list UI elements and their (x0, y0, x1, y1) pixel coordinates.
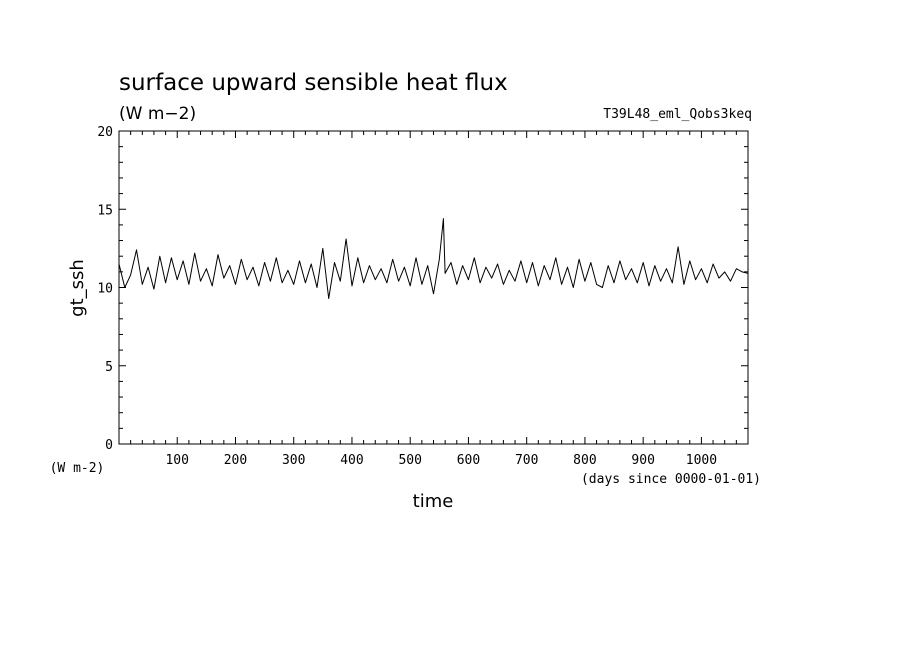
ticks-layer (119, 131, 748, 444)
series-layer (118, 218, 749, 299)
y-tick-label: 5 (105, 360, 113, 375)
series-line (118, 218, 749, 299)
x-tick-label: 400 (340, 453, 363, 468)
x-tick-label: 200 (224, 453, 247, 468)
x-tick-label: 1000 (686, 453, 717, 468)
y-tick-label: 10 (97, 282, 113, 297)
x-tick-label: 600 (457, 453, 480, 468)
x-axis-units: (days since 0000-01-01) (581, 472, 761, 487)
x-tick-label: 500 (398, 453, 421, 468)
run-label: T39L48_eml_Qobs3keq (603, 107, 752, 122)
tick-labels-layer: 100 200 300 400 500 600 700 800 900 1000 0 5 10 15 20 (97, 125, 717, 468)
x-tick-label: 100 (165, 453, 188, 468)
y-tick-label: 0 (105, 438, 113, 453)
x-tick-label: 700 (515, 453, 538, 468)
chart-title: surface upward sensible heat flux (119, 70, 508, 96)
y-tick-label: 20 (97, 125, 113, 140)
x-tick-label: 800 (573, 453, 596, 468)
x-tick-label: 900 (631, 453, 654, 468)
x-tick-label: 300 (282, 453, 305, 468)
y-tick-label: 15 (97, 203, 113, 218)
y-axis-label: gt_ssh (67, 259, 88, 317)
x-axis-label: time (413, 491, 454, 512)
chart-units: (W m−2) (119, 104, 196, 124)
y-units-bottom: (W m-2) (50, 461, 105, 476)
